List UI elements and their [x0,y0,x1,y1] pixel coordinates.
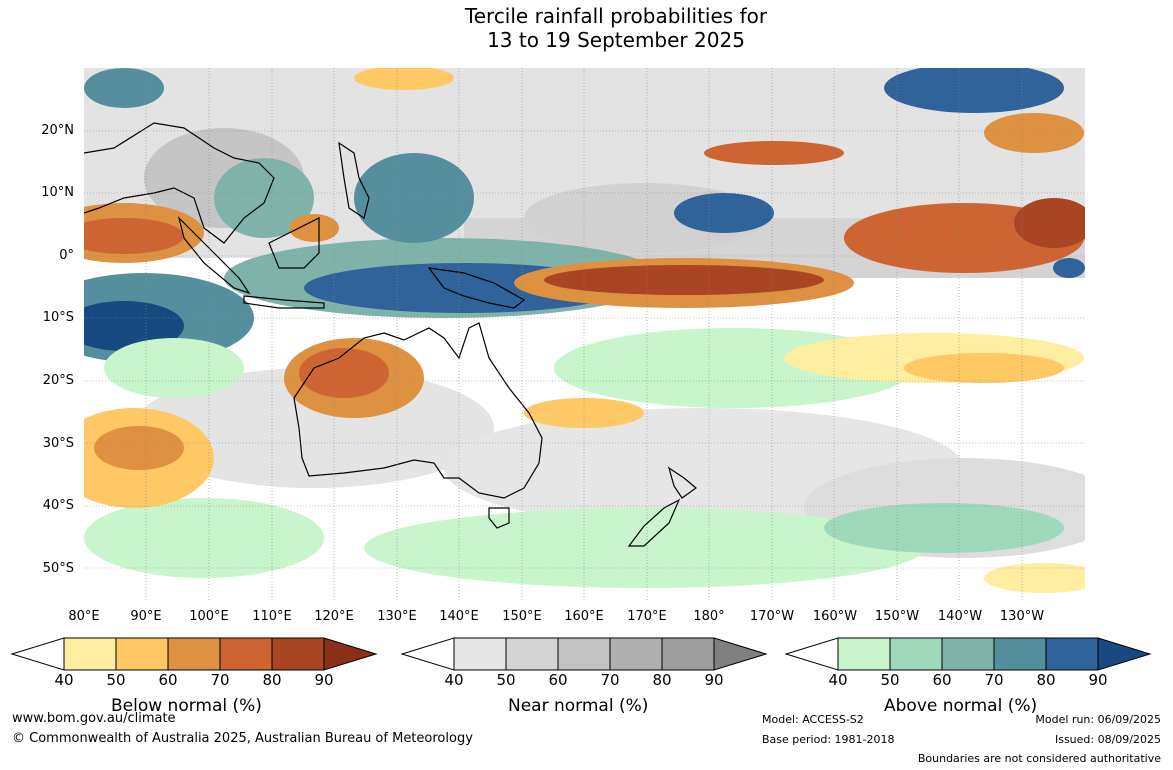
below-normal-fields [44,66,1104,593]
lon-label: 170°W [749,609,795,624]
title-line-2: 13 to 19 September 2025 [487,28,745,52]
legend-tick: 80 [262,671,282,689]
legend-near-normal: 40 50 60 70 80 90 Near normal (%) [400,636,770,716]
legend-below-normal: 40 50 60 70 80 90 Below normal (%) [10,636,380,716]
lon-label: 110°E [252,609,292,624]
legend-tick: 60 [548,671,568,689]
australia-outline [293,322,543,499]
map-svg [34,63,1124,600]
java-outline [243,295,325,309]
lon-label: 140°E [439,609,479,624]
legend-tick: 90 [314,671,334,689]
issued-text: Issued: 08/09/2025 [1054,733,1161,746]
legend-colorbar-below [10,637,378,671]
lat-label-50s: 50°S [42,561,74,576]
legend-colorbar-above [784,637,1152,671]
legend-tick: 40 [444,671,464,689]
new-zealand-outline [627,466,697,547]
legend-tick: 50 [880,671,900,689]
copyright-text: © Commonwealth of Australia 2025, Austra… [12,731,473,746]
legend-tick: 80 [652,671,672,689]
legend-title-above: Above normal (%) [884,696,1038,716]
lon-label: 150°W [874,609,920,624]
lon-label: 180° [693,609,725,624]
title-line-1: Tercile rainfall probabilities for [464,4,768,28]
lat-label-20n: 20°N [41,123,74,138]
lon-label: 160°E [564,609,604,624]
legend-tick: 50 [106,671,126,689]
lon-label: 120°E [314,609,354,624]
legend-title-below: Below normal (%) [111,696,262,716]
lon-label: 130°E [377,609,417,624]
lon-label: 100°E [189,609,229,624]
legend-tick: 60 [932,671,952,689]
borneo-outline [268,217,320,269]
base-period-text: Base period: 1981-2018 [762,733,895,746]
lon-label: 80°E [68,609,100,624]
lat-label-20s: 20°S [42,373,74,388]
lat-label-40s: 40°S [42,498,74,513]
legend-tick: 90 [1088,671,1108,689]
lon-label: 90°E [130,609,162,624]
legend-tick: 80 [1036,671,1056,689]
lon-label: 140°W [937,609,983,624]
legend-tick: 40 [54,671,74,689]
graticule [84,68,1085,600]
legend-tick: 50 [496,671,516,689]
boundaries-disclaimer: Boundaries are not considered authoritat… [917,752,1161,765]
legend-tick: 90 [704,671,724,689]
legend-tick: 40 [828,671,848,689]
map-title: Tercile rainfall probabilities for 13 to… [0,4,1173,52]
model-run-text: Model run: 06/09/2025 [1035,713,1161,726]
legend-tick: 70 [600,671,620,689]
legend-tick: 70 [984,671,1004,689]
new-guinea-outline [427,267,526,309]
lon-label: 150°E [502,609,542,624]
philippines-outline [338,141,370,219]
legend-title-near: Near normal (%) [508,696,649,716]
legend-tick: 70 [210,671,230,689]
lat-label-10s: 10°S [42,310,74,325]
lon-label: 160°W [812,609,858,624]
asia-outline [83,122,275,244]
lat-label-30s: 30°S [42,436,74,451]
lon-label: 170°E [627,609,667,624]
probability-map [34,63,1124,600]
legend-above-normal: 40 50 60 70 80 90 Above normal (%) [784,636,1154,716]
lat-label-10n: 10°N [41,185,74,200]
sumatra-outline [177,216,251,295]
legend-colorbar-near [400,637,768,671]
lon-label: 130°W [999,609,1045,624]
model-text: Model: ACCESS-S2 [762,713,864,726]
tasmania-outline [488,507,510,529]
legend-tick: 60 [158,671,178,689]
lat-label-0: 0° [59,248,74,263]
bom-url-link[interactable]: www.bom.gov.au/climate [12,711,176,726]
